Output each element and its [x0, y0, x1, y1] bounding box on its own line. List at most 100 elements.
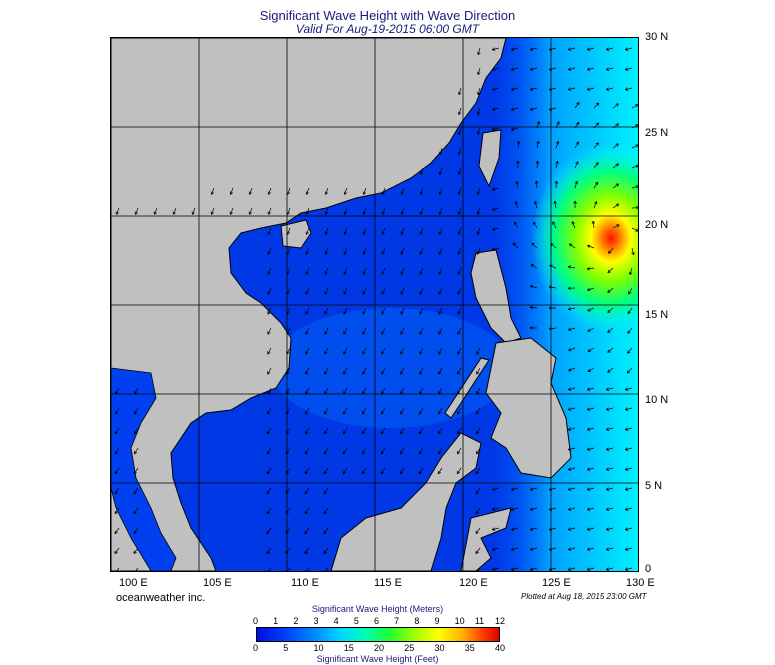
wave-arrow-head [362, 392, 366, 395]
wave-arrow [439, 167, 443, 175]
wave-arrow-head [587, 389, 591, 391]
wave-arrow-head [586, 547, 590, 550]
wave-arrow-head [343, 472, 347, 475]
wave-arrow [549, 87, 557, 91]
wave-arrow [530, 507, 538, 511]
wave-arrow-head [536, 121, 540, 124]
wave-arrow [511, 47, 519, 51]
wave-arrow [266, 487, 272, 495]
wave-arrow-head [401, 252, 404, 255]
wave-arrow-head [267, 372, 271, 375]
wave-arrow [530, 567, 538, 571]
wave-arrow [285, 527, 291, 534]
wave-arrow [587, 287, 595, 291]
wave-arrow-head [586, 387, 590, 390]
wave-arrow [266, 467, 272, 475]
wave-arrow-head [458, 152, 462, 155]
wave-arrow-head [439, 152, 443, 155]
wave-arrow-head [382, 252, 385, 255]
wave-arrow-head [607, 309, 610, 313]
wave-arrow-head [477, 92, 481, 95]
wave-arrow [511, 527, 519, 531]
wave-arrow [612, 143, 619, 149]
wave-arrow [135, 207, 139, 215]
wave-arrow-head [606, 509, 610, 511]
wave-arrow-head [538, 141, 540, 145]
wave-arrow-head [587, 469, 591, 471]
wave-arrow-head [636, 186, 638, 189]
wave-arrow [568, 567, 576, 571]
wave-arrow-head [362, 412, 366, 415]
wave-arrow-head [492, 189, 496, 191]
wave-arrow [475, 547, 481, 554]
wave-arrow [305, 427, 310, 435]
wave-arrow [511, 507, 519, 511]
wave-arrow-head [457, 392, 461, 395]
wave-arrow-head [115, 392, 119, 395]
wave-arrow-head [625, 549, 629, 551]
map-subtitle: Valid For Aug-19-2015 06:00 GMT [295, 22, 480, 36]
wave-arrow [587, 267, 595, 270]
wave-arrow-head [267, 392, 271, 395]
wave-arrow [476, 227, 481, 235]
wave-arrow-head [586, 407, 590, 410]
wave-arrow [230, 207, 234, 215]
wave-arrow-head [267, 472, 271, 475]
wave-arrow [114, 547, 120, 554]
wave-arrow [606, 447, 614, 451]
wave-arrow [286, 267, 291, 275]
wave-arrow-head [536, 180, 539, 184]
wave-arrow-head [325, 192, 329, 195]
wave-arrow [268, 207, 272, 215]
wave-arrow-head [343, 432, 347, 435]
wave-arrow-head [568, 265, 572, 267]
wave-arrow [475, 467, 481, 475]
wave-arrow-head [381, 312, 385, 315]
wave-arrow-head [510, 527, 514, 530]
wave-arrow [587, 547, 595, 551]
wave-arrow [381, 387, 386, 395]
wave-arrow-head [285, 512, 289, 515]
wave-arrow-head [381, 352, 385, 355]
wave-arrow [531, 242, 538, 249]
wave-arrow-head [607, 269, 610, 273]
wave-arrow-head [595, 142, 599, 145]
wave-arrow-head [457, 312, 461, 315]
wave-arrow [381, 367, 386, 375]
wave-arrow-head [400, 332, 404, 335]
wave-arrow [530, 306, 538, 309]
wave-arrow [552, 221, 557, 229]
wave-arrow-head [514, 221, 518, 224]
wave-arrow [530, 107, 538, 111]
wave-arrow-head [267, 332, 271, 335]
wave-arrow [606, 87, 614, 91]
wave-arrow [134, 407, 139, 415]
wave-arrow-head [606, 69, 610, 71]
wave-arrow [325, 187, 329, 195]
wave-arrow-head [530, 264, 533, 268]
wave-arrow-head [400, 432, 404, 435]
wave-arrow [476, 247, 481, 255]
wave-arrow-head [511, 89, 515, 91]
wave-arrow [154, 207, 158, 215]
lat-label-30n: 30 N [645, 31, 669, 43]
wave-arrow-head [606, 449, 610, 451]
wave-arrow [477, 187, 481, 195]
wave-arrow-head [419, 432, 423, 435]
wave-arrow [362, 267, 367, 275]
wave-arrow [530, 67, 538, 71]
wave-arrow-head [586, 507, 590, 510]
wave-arrow [285, 487, 291, 495]
wave-arrow-head [458, 92, 462, 95]
wave-arrow-head [568, 327, 571, 331]
wave-arrow-head [517, 160, 520, 164]
wave-arrow-head [343, 412, 347, 415]
wave-arrow [362, 347, 367, 355]
wave-arrow-head [305, 352, 309, 355]
wave-arrow [323, 487, 329, 495]
wave-arrow [627, 367, 633, 374]
wave-arrow-head [476, 111, 479, 115]
wave-arrow [549, 286, 557, 289]
wave-arrow [249, 207, 253, 215]
meters-tick: 2 [293, 616, 299, 626]
